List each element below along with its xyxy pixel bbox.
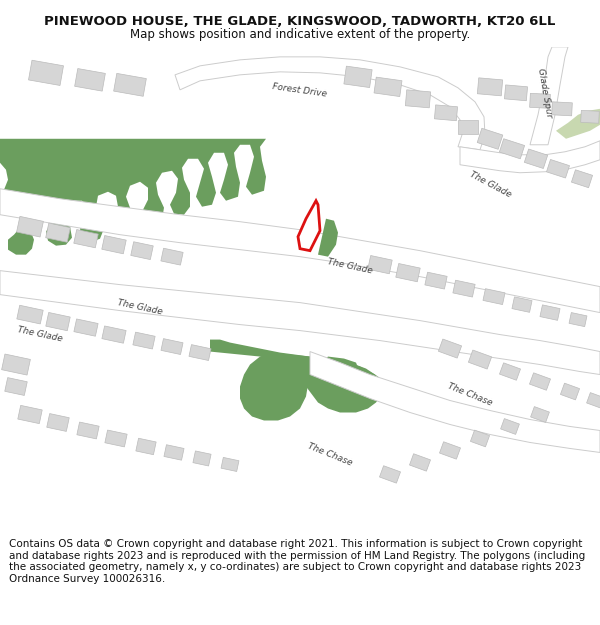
Polygon shape: [556, 109, 600, 139]
Polygon shape: [453, 280, 475, 297]
Polygon shape: [17, 216, 43, 237]
Polygon shape: [136, 438, 156, 454]
Polygon shape: [102, 326, 126, 343]
Polygon shape: [470, 430, 490, 447]
Polygon shape: [77, 422, 99, 439]
Polygon shape: [505, 85, 527, 101]
Polygon shape: [74, 319, 98, 336]
Text: Map shows position and indicative extent of the property.: Map shows position and indicative extent…: [130, 28, 470, 41]
Polygon shape: [439, 339, 461, 358]
Polygon shape: [210, 339, 382, 404]
Polygon shape: [2, 354, 31, 375]
Polygon shape: [46, 223, 70, 243]
Polygon shape: [529, 373, 551, 390]
Polygon shape: [406, 90, 431, 108]
Polygon shape: [189, 344, 211, 361]
Polygon shape: [113, 73, 146, 96]
Polygon shape: [161, 248, 183, 265]
Polygon shape: [396, 264, 420, 282]
Polygon shape: [17, 305, 43, 324]
Polygon shape: [164, 445, 184, 460]
Text: Glade Spur: Glade Spur: [536, 68, 554, 118]
Polygon shape: [310, 351, 600, 452]
Polygon shape: [483, 289, 505, 304]
Polygon shape: [318, 219, 338, 257]
Polygon shape: [29, 60, 64, 86]
Polygon shape: [5, 378, 27, 396]
Polygon shape: [379, 466, 401, 483]
Polygon shape: [105, 430, 127, 447]
Polygon shape: [193, 451, 211, 466]
Polygon shape: [547, 159, 569, 178]
Polygon shape: [74, 69, 106, 91]
Polygon shape: [551, 102, 572, 116]
Polygon shape: [74, 229, 98, 248]
Polygon shape: [571, 170, 593, 187]
Text: Forest Drive: Forest Drive: [272, 82, 328, 99]
Text: The Glade: The Glade: [116, 298, 163, 317]
Polygon shape: [46, 312, 70, 331]
Polygon shape: [368, 256, 392, 274]
Text: The Glade: The Glade: [17, 326, 64, 344]
Polygon shape: [587, 392, 600, 408]
Polygon shape: [240, 352, 308, 421]
Polygon shape: [409, 454, 431, 471]
Text: The Glade: The Glade: [326, 258, 373, 276]
Polygon shape: [469, 350, 491, 369]
Polygon shape: [298, 201, 320, 251]
Polygon shape: [460, 141, 600, 172]
Polygon shape: [425, 272, 447, 289]
Text: The Chase: The Chase: [307, 441, 353, 468]
Polygon shape: [512, 297, 532, 312]
Polygon shape: [0, 47, 266, 254]
Polygon shape: [102, 236, 126, 254]
Text: The Chase: The Chase: [446, 381, 494, 408]
Polygon shape: [161, 339, 183, 354]
Polygon shape: [0, 189, 600, 312]
Polygon shape: [344, 66, 372, 88]
Text: Contains OS data © Crown copyright and database right 2021. This information is : Contains OS data © Crown copyright and d…: [9, 539, 585, 584]
Polygon shape: [278, 354, 384, 412]
Polygon shape: [175, 57, 485, 150]
Polygon shape: [131, 242, 153, 259]
Polygon shape: [47, 414, 69, 431]
Polygon shape: [530, 93, 550, 108]
Polygon shape: [560, 383, 580, 400]
Polygon shape: [499, 363, 521, 380]
Polygon shape: [478, 78, 503, 96]
Polygon shape: [530, 407, 550, 422]
Polygon shape: [540, 305, 560, 321]
Polygon shape: [524, 149, 548, 169]
Polygon shape: [0, 271, 600, 374]
Polygon shape: [434, 105, 458, 121]
Polygon shape: [18, 406, 42, 424]
Polygon shape: [581, 111, 599, 123]
Text: PINEWOOD HOUSE, THE GLADE, KINGSWOOD, TADWORTH, KT20 6LL: PINEWOOD HOUSE, THE GLADE, KINGSWOOD, TA…: [44, 16, 556, 28]
Text: The Glade: The Glade: [467, 170, 512, 199]
Polygon shape: [530, 47, 568, 145]
Polygon shape: [500, 419, 520, 434]
Polygon shape: [221, 458, 239, 471]
Polygon shape: [477, 128, 503, 149]
Polygon shape: [499, 139, 524, 159]
Polygon shape: [320, 356, 360, 399]
Polygon shape: [458, 120, 478, 134]
Polygon shape: [569, 312, 587, 327]
Polygon shape: [439, 442, 461, 459]
Polygon shape: [133, 332, 155, 349]
Polygon shape: [374, 77, 402, 96]
